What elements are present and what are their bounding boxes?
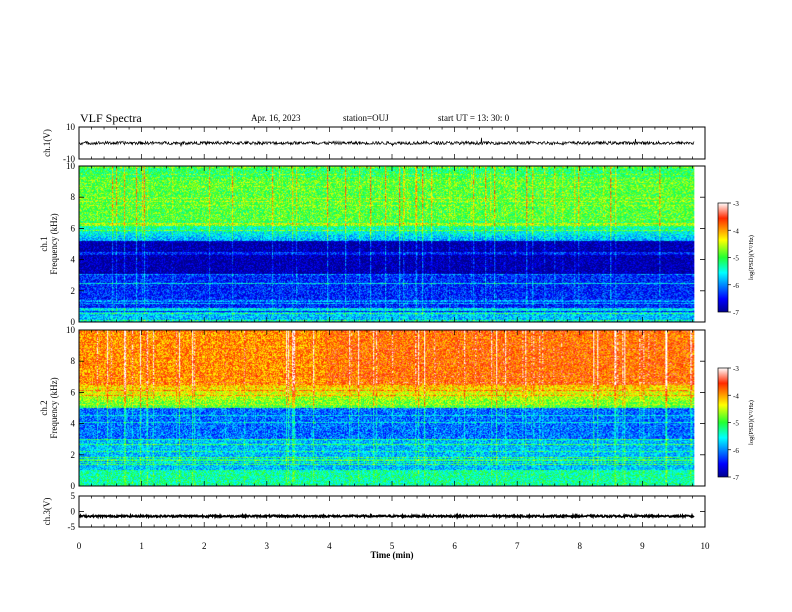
ch1-spectrogram-ylabel: Frequency (kHz) [49, 213, 59, 274]
start-time-label: start UT = 13: 30: 0 [438, 113, 510, 123]
colorbar-tick-label: -3 [733, 365, 739, 373]
y-tick-label: 2 [71, 450, 76, 460]
y-tick-label: 6 [71, 387, 76, 397]
y-tick-label: 10 [66, 325, 76, 335]
x-tick-label: 10 [701, 541, 711, 551]
x-tick-label: 7 [515, 541, 520, 551]
y-tick-label: 8 [71, 192, 76, 202]
colorbar-tick-label: -5 [733, 420, 739, 428]
colorbar-tick-label: -5 [733, 255, 739, 263]
x-tick-label: 9 [640, 541, 645, 551]
x-tick-label: 0 [77, 541, 82, 551]
colorbar-tick-label: -4 [733, 227, 739, 235]
ch1-waveform-ylabel: ch.1(V) [42, 129, 52, 157]
x-tick-label: 4 [327, 541, 332, 551]
ch2-spectrogram-ylabel: Frequency (kHz) [49, 377, 59, 438]
x-axis-label: Time (min) [370, 550, 413, 560]
ch2-spectrogram-colorbar [717, 367, 729, 478]
ch1-spectrogram-colorbar-label: log(PSD)(V²/Hz) [748, 235, 755, 280]
colorbar-tick-label: -6 [733, 447, 739, 455]
chart-title: VLF Spectra [80, 111, 142, 125]
y-tick-label: 10 [66, 122, 76, 132]
ch2-spectrogram-colorbar-label: log(PSD)(V²/Hz) [748, 400, 755, 445]
y-tick-label: -5 [68, 522, 76, 532]
y-tick-label: 8 [71, 356, 76, 366]
colorbar-tick-label: -7 [733, 474, 739, 482]
y-tick-label: 6 [71, 223, 76, 233]
ch2-spectrogram-ylabel-top: ch.2 [39, 400, 49, 415]
y-tick-label: 4 [71, 255, 76, 265]
y-tick-label: 0 [71, 507, 76, 517]
ch1-waveform-trace [78, 137, 695, 147]
ch3-waveform-ylabel: ch.3(V) [42, 498, 52, 526]
y-tick-label: 4 [71, 419, 76, 429]
y-tick-label: 5 [71, 491, 76, 501]
y-tick-label: -10 [63, 154, 75, 164]
y-tick-label: 2 [71, 286, 76, 296]
x-tick-label: 5 [390, 541, 395, 551]
colorbar-tick-label: -4 [733, 392, 739, 400]
colorbar-tick-label: -6 [733, 282, 739, 290]
y-tick-label: 0 [71, 317, 76, 327]
x-tick-label: 1 [139, 541, 144, 551]
colorbar-tick-label: -3 [733, 200, 739, 208]
x-tick-label: 8 [578, 541, 583, 551]
colorbar-tick-label: -7 [733, 309, 739, 317]
x-tick-label: 2 [202, 541, 207, 551]
ch1-spectrogram-ylabel-top: ch.1 [39, 236, 49, 251]
x-tick-label: 6 [452, 541, 457, 551]
station-label: station=OUJ [343, 113, 389, 123]
ch1-spectrogram-image [79, 166, 695, 322]
ch1-spectrogram-colorbar [717, 202, 729, 313]
date-label: Apr. 16, 2023 [251, 113, 301, 123]
x-tick-label: 3 [265, 541, 270, 551]
ch3-waveform-trace [78, 512, 695, 520]
y-tick-label: 10 [66, 161, 76, 171]
ch2-spectrogram-image [79, 330, 695, 486]
y-tick-label: 0 [71, 481, 76, 491]
